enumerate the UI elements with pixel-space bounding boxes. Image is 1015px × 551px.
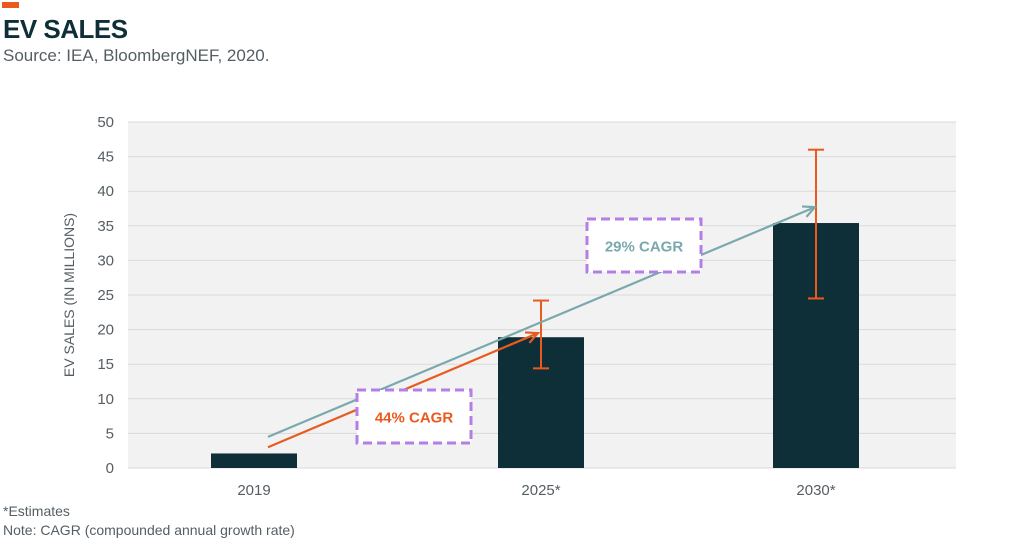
chart-title: EV SALES xyxy=(3,14,128,44)
x-axis-ticks: 2019 2025* 2030* xyxy=(237,482,835,499)
y-tick-label: 30 xyxy=(97,252,114,269)
bar-2019 xyxy=(211,453,297,468)
footnote-estimates: *Estimates xyxy=(3,503,70,519)
y-tick-label: 5 xyxy=(106,425,114,442)
y-axis-label: EV SALES (IN MILLIONS) xyxy=(61,213,77,377)
cagr-callout-label: 44% CAGR xyxy=(375,410,454,427)
cagr-callout-box xyxy=(355,388,473,445)
y-tick-label: 15 xyxy=(97,356,114,373)
error-bars xyxy=(533,148,824,370)
y-axis-ticks: 0 5 10 15 20 25 30 35 40 45 50 xyxy=(97,114,114,477)
cagr-callout-box xyxy=(585,217,703,274)
y-tick-label: 35 xyxy=(97,218,114,235)
x-tick-label: 2030* xyxy=(796,482,835,499)
footnote-cagr: Note: CAGR (compounded annual growth rat… xyxy=(3,522,295,538)
x-tick-label: 2019 xyxy=(237,482,270,499)
y-tick-label: 40 xyxy=(97,183,114,200)
y-tick-label: 50 xyxy=(97,114,114,131)
y-tick-label: 25 xyxy=(97,287,114,304)
accent-bar xyxy=(2,2,19,8)
cagr-arrow-head xyxy=(524,331,541,344)
cagr-arrow-head xyxy=(801,205,818,218)
cagr-callouts: 44% CAGR 29% CAGR xyxy=(355,217,703,445)
chart-source: Source: IEA, BloombergNEF, 2020. xyxy=(3,46,270,65)
cagr-callout-label: 29% CAGR xyxy=(605,239,684,256)
x-tick-label: 2025* xyxy=(521,482,560,499)
y-tick-label: 0 xyxy=(106,460,114,477)
y-tick-label: 10 xyxy=(97,391,114,408)
y-tick-label: 45 xyxy=(97,149,114,166)
y-tick-label: 20 xyxy=(97,322,114,339)
